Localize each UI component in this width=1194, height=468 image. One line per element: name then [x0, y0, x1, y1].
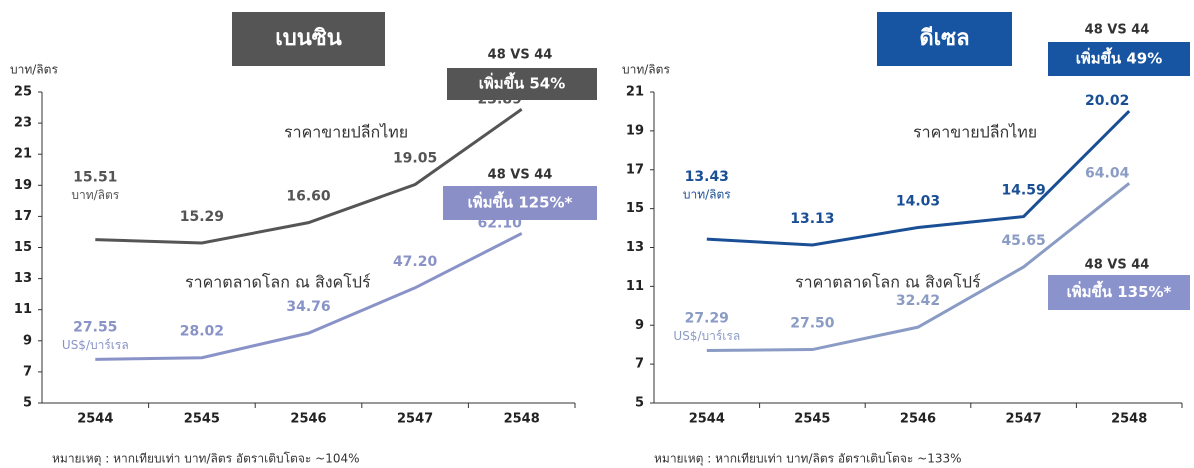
y-tick-label: 19: [626, 123, 644, 138]
y-tick-label: 17: [626, 162, 644, 177]
y-tick-label: 21: [626, 85, 644, 100]
value-label: 15.51: [73, 170, 117, 186]
annotation-badge: [1048, 275, 1190, 310]
y-tick-label: 7: [635, 357, 644, 372]
x-tick-label: 2544: [689, 412, 725, 427]
value-label: 16.60: [286, 189, 331, 205]
y-tick-label: 25: [14, 85, 32, 100]
x-tick-label: 2545: [794, 412, 830, 427]
unit-label: บาท/ลิตร: [683, 188, 731, 202]
y-tick-label: 13: [14, 271, 32, 286]
series-name: ราคาตลาดโลก ณ สิงคโปร์: [185, 273, 371, 292]
footnote: หมายเหตุ : หากเทียบเท่า บาท/ลิตร อัตราเต…: [52, 452, 360, 467]
x-tick-label: 2545: [184, 412, 220, 427]
annotation-text: เพิ่มขึ้น 54%: [479, 72, 566, 93]
value-label: 27.50: [790, 316, 835, 332]
unit-label: US$/บาร์เรล: [673, 329, 740, 343]
y-tick-label: 9: [23, 333, 32, 348]
chart-title: เบนซิน: [275, 26, 342, 51]
x-tick-label: 2548: [504, 412, 540, 427]
title-badge: [877, 12, 1012, 66]
value-label: 47.20: [393, 254, 438, 270]
y-tick-label: 15: [14, 240, 32, 255]
annotation-heading: 48 VS 44: [488, 168, 553, 183]
value-label: 34.76: [286, 299, 330, 315]
annotation-badge: [443, 186, 597, 220]
x-tick-label: 2547: [397, 412, 433, 427]
annotation-text: เพิ่มขึ้น 125%*: [468, 191, 573, 212]
value-label: 20.02: [1085, 93, 1129, 109]
y-tick-label: 19: [14, 178, 32, 193]
y-tick-label: 5: [23, 396, 32, 411]
value-label: 13.13: [790, 211, 834, 227]
y-axis-label: บาท/ลิตร: [10, 63, 58, 77]
value-label: 32.42: [896, 293, 940, 309]
x-tick-label: 2548: [1111, 412, 1147, 427]
unit-label: US$/บาร์เรล: [62, 338, 129, 352]
x-tick-label: 2544: [77, 412, 113, 427]
value-label: 15.29: [180, 209, 224, 225]
series-name: ราคาขายปลีกไทย: [284, 123, 408, 142]
value-label: 13.43: [685, 169, 729, 185]
annotation-text: เพิ่มขึ้น 49%: [1076, 47, 1163, 68]
value-label: 28.02: [180, 324, 224, 340]
y-tick-label: 11: [14, 302, 32, 317]
value-label: 19.05: [393, 151, 437, 167]
value-label: 27.55: [73, 319, 117, 335]
x-tick-label: 2546: [900, 412, 936, 427]
y-tick-label: 7: [23, 364, 32, 379]
value-label: 45.65: [1001, 233, 1045, 249]
value-label: 14.03: [896, 193, 940, 209]
footnote: หมายเหตุ : หากเทียบเท่า บาท/ลิตร อัตราเต…: [654, 452, 962, 467]
annotation-badge: [1048, 42, 1190, 76]
unit-label: บาท/ลิตร: [71, 188, 119, 202]
y-tick-label: 17: [14, 209, 32, 224]
x-tick-label: 2546: [290, 412, 326, 427]
x-tick-label: 2547: [1006, 412, 1042, 427]
annotation-heading: 48 VS 44: [488, 48, 553, 63]
annotation-text: เพิ่มขึ้น 135%*: [1067, 280, 1172, 301]
y-tick-label: 11: [626, 279, 644, 294]
series-line: [95, 108, 523, 245]
annotation-badge: [447, 68, 597, 100]
y-tick-label: 9: [635, 318, 644, 333]
y-axis-label: บาท/ลิตร: [622, 63, 670, 77]
series-line: [95, 232, 523, 361]
y-tick-label: 21: [14, 147, 32, 162]
title-badge: [232, 12, 385, 66]
y-tick-label: 23: [14, 116, 32, 131]
series-line: [706, 109, 1131, 247]
series-line: [706, 182, 1131, 352]
y-tick-label: 13: [626, 240, 644, 255]
series-name: ราคาขายปลีกไทย: [913, 123, 1037, 142]
chart-title: ดีเซล: [919, 26, 969, 51]
value-label: 27.29: [685, 310, 729, 326]
y-tick-label: 5: [635, 396, 644, 411]
value-label: 14.59: [1001, 183, 1045, 199]
y-tick-label: 15: [626, 201, 644, 216]
annotation-heading: 48 VS 44: [1085, 258, 1150, 273]
value-label: 64.04: [1085, 165, 1130, 181]
annotation-heading: 48 VS 44: [1085, 23, 1150, 38]
series-name: ราคาตลาดโลก ณ สิงคโปร์: [795, 273, 981, 292]
